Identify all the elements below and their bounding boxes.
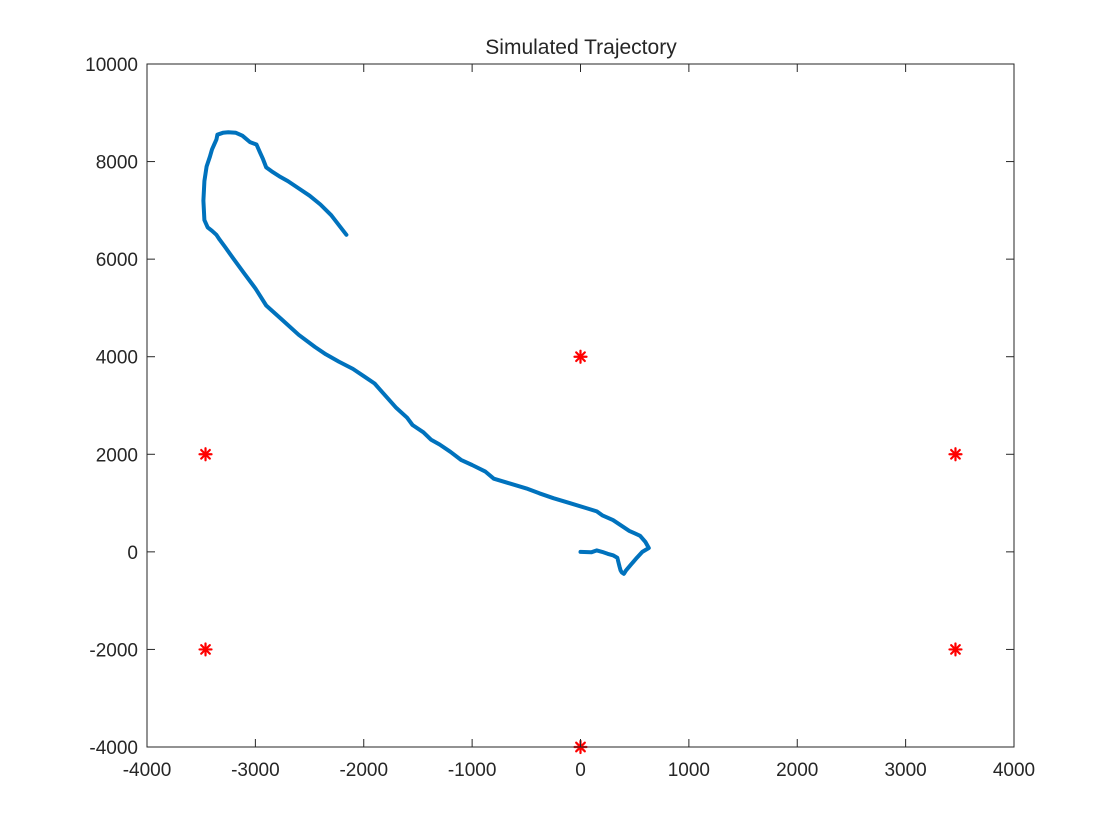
y-tick-label: 8000 (96, 153, 138, 174)
x-tick-label: -1000 (448, 760, 497, 781)
beacon-marker (198, 447, 213, 462)
y-tick-label: 10000 (85, 55, 138, 76)
x-tick-label: 4000 (993, 760, 1035, 781)
x-tick-label: 1000 (668, 760, 710, 781)
x-tick-label: -3000 (231, 760, 280, 781)
beacon-marker (948, 447, 963, 462)
y-tick-label: 6000 (96, 250, 138, 271)
y-tick-label: 2000 (96, 445, 138, 466)
beacon-marker (198, 642, 213, 657)
axis-ticks: -4000 -3000 -2000 -1000 0 1000 2000 3000 4000 -40… (85, 55, 1035, 781)
y-tick-label: -4000 (89, 738, 138, 759)
y-tick-label: -2000 (89, 640, 138, 661)
x-tick-label: 3000 (884, 760, 926, 781)
y-tick-label: 0 (127, 543, 138, 564)
x-tick-label: -4000 (123, 760, 172, 781)
beacon-marker (573, 349, 588, 364)
y-tick-label: 4000 (96, 348, 138, 369)
x-tick-label: -2000 (339, 760, 388, 781)
trajectory-line (201, 130, 651, 576)
beacon-marker (948, 642, 963, 657)
x-tick-label: 0 (575, 760, 586, 781)
chart-title: Simulated Trajectory (485, 36, 677, 59)
x-tick-label: 2000 (776, 760, 818, 781)
